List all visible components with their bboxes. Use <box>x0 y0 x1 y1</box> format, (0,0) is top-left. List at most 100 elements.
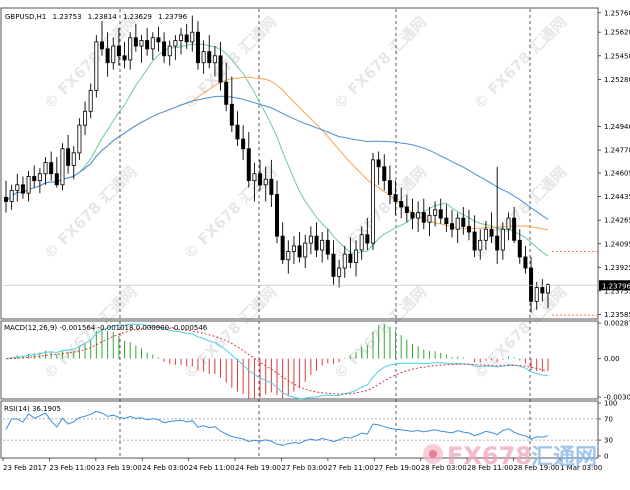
candle <box>534 281 539 310</box>
candle <box>212 46 217 77</box>
candle <box>399 187 404 219</box>
macd-indicator: 0.002875 0.00 -0.003090 <box>5 320 630 402</box>
candle <box>314 222 319 257</box>
price-tick-label: 1.25620 <box>604 29 630 37</box>
candle <box>179 28 184 55</box>
time-tick-label: 24 Feb 19:00 <box>235 464 281 472</box>
candle <box>94 34 99 98</box>
price-axis: 1.25760 1.25620 1.25450 1.25280 1.24940 1.247… <box>3 9 630 319</box>
macd-tick-label: 0.002875 <box>604 320 630 328</box>
candle <box>450 209 455 238</box>
candle <box>404 194 409 223</box>
logo-cn: 汇通网 <box>531 445 597 470</box>
time-tick-label: 27 Feb 19:00 <box>374 464 420 472</box>
candle <box>472 215 477 257</box>
candle <box>325 229 330 260</box>
open-value: 1.23753 <box>53 13 82 21</box>
candle <box>348 237 353 269</box>
price-pane-frame <box>0 7 599 320</box>
candle <box>337 259 342 288</box>
candle <box>9 184 14 210</box>
candle <box>54 157 59 188</box>
candle <box>466 209 471 241</box>
time-tick-label: 27 Feb 11:00 <box>328 464 374 472</box>
rsi-label: RSI(14) 36.1905 <box>4 405 61 413</box>
rsi-tick-label: 70 <box>604 415 613 423</box>
candle <box>116 28 121 66</box>
candle <box>246 132 251 188</box>
candle <box>433 201 438 227</box>
candle <box>32 165 37 188</box>
candle <box>280 222 285 264</box>
candle <box>320 231 325 263</box>
symbol-label: GBPUSD,H1 <box>5 13 46 21</box>
rsi-pane-frame <box>0 400 599 459</box>
macd-tick-label: 0.00 <box>604 355 620 363</box>
candle <box>139 34 144 63</box>
candle <box>376 151 381 185</box>
candle <box>71 145 76 180</box>
price-tick-label: 1.25280 <box>604 76 630 84</box>
candle <box>173 34 178 60</box>
candle <box>43 157 48 185</box>
candle <box>83 101 88 135</box>
candle <box>201 40 206 74</box>
candle <box>444 204 449 232</box>
ma-fast-line <box>5 43 549 257</box>
price-tick-label: 1.24770 <box>604 147 630 155</box>
candle <box>133 23 138 52</box>
candle <box>224 62 229 112</box>
candle <box>150 32 155 60</box>
price-tick-label: 1.25760 <box>604 9 630 17</box>
candle <box>111 37 116 70</box>
price-tick-label: 1.24605 <box>604 170 630 178</box>
time-axis: 23 Feb 2017 23 Feb 11:00 23 Feb 19:00 24 Fe… <box>2 458 602 472</box>
candle <box>427 207 432 237</box>
ma-slow-line <box>5 95 549 220</box>
candle <box>370 152 375 251</box>
candle <box>258 159 263 191</box>
candle <box>26 170 31 202</box>
candle <box>66 134 71 174</box>
time-tick-label: 1 Mar 03:00 <box>560 464 602 472</box>
rsi-line <box>5 410 549 446</box>
candle <box>252 162 257 202</box>
time-tick-label: 28 Feb 19:00 <box>514 464 560 472</box>
time-tick-label: 23 Feb 11:00 <box>49 464 95 472</box>
price-tick-label: 1.23585 <box>604 311 630 319</box>
candle <box>195 21 200 70</box>
candle <box>546 283 551 309</box>
candle <box>421 198 426 230</box>
candle <box>416 201 421 232</box>
time-tick-label: 28 Feb 11:00 <box>467 464 513 472</box>
close-value: 1.23796 <box>158 13 187 21</box>
macd-tick-label: -0.003090 <box>604 394 630 402</box>
rsi-tick-label: 30 <box>604 437 613 445</box>
candle <box>523 245 528 274</box>
time-tick-label: 24 Feb 11:00 <box>189 464 235 472</box>
price-tick-label: 1.24265 <box>604 217 630 225</box>
candle <box>359 226 364 260</box>
time-tick-label: 24 Feb 03:00 <box>142 464 188 472</box>
price-tick-label: 1.24095 <box>604 240 630 248</box>
price-tick-label: 1.25450 <box>604 52 630 60</box>
price-tick-label: 1.23755 <box>604 287 630 295</box>
candle <box>145 28 150 56</box>
candle <box>483 220 488 251</box>
candle <box>478 229 483 260</box>
candle <box>263 166 268 202</box>
candle <box>529 256 534 313</box>
candles <box>4 15 551 313</box>
candle <box>331 240 336 285</box>
macd-label: MACD(12,26,9) -0.001564 -0.001018 0.0000… <box>4 324 208 332</box>
candle <box>88 83 93 119</box>
candle <box>517 229 522 264</box>
current-price-box <box>599 280 630 291</box>
candle <box>241 125 246 160</box>
candle <box>122 41 127 69</box>
high-value: 1.23814 <box>88 13 117 21</box>
candle <box>382 154 387 191</box>
price-tick-label: 1.23925 <box>604 264 630 272</box>
